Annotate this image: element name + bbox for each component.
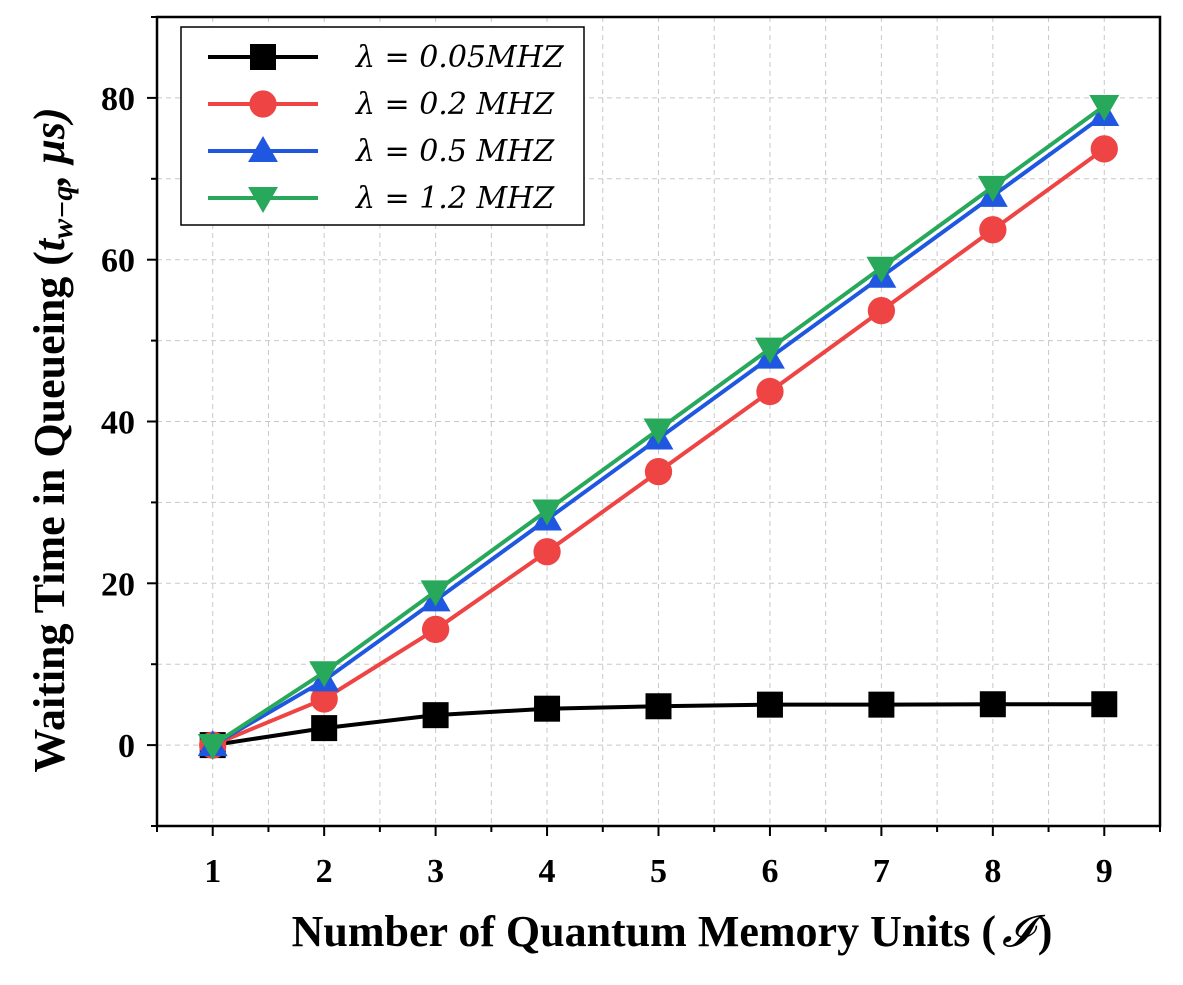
legend-item-2: λ = 0.2 MHZ bbox=[208, 87, 555, 122]
x-tick-label: 1 bbox=[204, 853, 221, 890]
axes: 1 2 3 4 5 6 7 8 9 0 20 40 60 80 bbox=[101, 16, 1161, 890]
data-point bbox=[197, 734, 228, 761]
legend: λ = 0.05MHZ λ = 0.2 MHZ λ = 0.5 MHZ λ = 1.2… bbox=[180, 26, 585, 226]
data-point bbox=[1091, 691, 1118, 718]
x-axis-title-text: Number of Quantum Memory Units ( bbox=[292, 907, 996, 956]
legend-marker bbox=[249, 90, 277, 118]
x-tick-label: 7 bbox=[873, 853, 890, 890]
legend-label: λ = 0.2 MHZ bbox=[355, 87, 555, 122]
y-tick-label: 80 bbox=[101, 81, 135, 118]
data-point bbox=[309, 661, 340, 688]
data-point bbox=[644, 458, 673, 486]
x-tick-label: 5 bbox=[650, 853, 667, 890]
data-point bbox=[868, 691, 895, 718]
legend-item-3: λ = 0.5 MHZ bbox=[208, 134, 555, 169]
data-point bbox=[756, 691, 783, 718]
legend-marker bbox=[248, 136, 278, 163]
x-tick-label: 4 bbox=[539, 853, 556, 890]
series-1 bbox=[199, 691, 1118, 759]
data-point bbox=[643, 418, 674, 445]
legend-item-1: λ = 0.05MHZ bbox=[208, 40, 565, 75]
data-point bbox=[867, 297, 896, 325]
x-tick-label: 2 bbox=[316, 853, 333, 890]
legend-marker bbox=[250, 44, 276, 70]
y-tick-label: 60 bbox=[101, 243, 135, 280]
y-axis-title-text: Waiting Time in Queueing ( bbox=[25, 251, 74, 773]
y-tick-label: 40 bbox=[101, 405, 135, 442]
y-axis-subscript: w−q bbox=[46, 186, 79, 239]
data-point bbox=[754, 337, 785, 364]
data-point bbox=[533, 538, 561, 566]
legend-label: λ = 1.2 MHZ bbox=[355, 181, 555, 216]
legend-label: λ = 0.5 MHZ bbox=[355, 134, 555, 169]
legend-label: λ = 0.05MHZ bbox=[355, 40, 565, 75]
data-point bbox=[1090, 135, 1118, 163]
x-tick-label: 9 bbox=[1096, 853, 1113, 890]
x-tick-label: 3 bbox=[427, 853, 444, 890]
data-point bbox=[979, 691, 1006, 718]
x-tick-label: 6 bbox=[761, 853, 778, 890]
legend-box bbox=[180, 26, 585, 226]
y-axis-unit: , μs) bbox=[25, 107, 74, 186]
data-point bbox=[1089, 94, 1120, 121]
y-axis-symbol: t bbox=[25, 237, 74, 251]
data-point bbox=[977, 175, 1008, 202]
data-point bbox=[310, 685, 338, 713]
series-4 bbox=[197, 94, 1120, 761]
legend-marker bbox=[248, 186, 278, 213]
data-point bbox=[534, 695, 561, 722]
x-axis-title: Number of Quantum Memory Units (𝓘) bbox=[292, 907, 1053, 956]
data-point bbox=[756, 377, 784, 406]
data-point bbox=[421, 615, 450, 644]
x-axis-title-close: ) bbox=[1038, 907, 1053, 956]
y-tick-label: 0 bbox=[118, 728, 135, 765]
data-point bbox=[422, 702, 449, 729]
y-tick-label: 20 bbox=[101, 566, 135, 603]
data-point bbox=[866, 256, 897, 283]
data-point bbox=[311, 715, 338, 742]
data-point bbox=[420, 580, 451, 607]
x-tick-label: 8 bbox=[984, 853, 1001, 890]
data-point bbox=[532, 499, 563, 526]
data-point bbox=[979, 216, 1007, 244]
legend-item-4: λ = 1.2 MHZ bbox=[208, 181, 555, 216]
y-axis-title: Waiting Time in Queueing (tw−q, μs) bbox=[25, 107, 79, 772]
data-point bbox=[645, 693, 672, 720]
series-layer bbox=[197, 94, 1120, 761]
